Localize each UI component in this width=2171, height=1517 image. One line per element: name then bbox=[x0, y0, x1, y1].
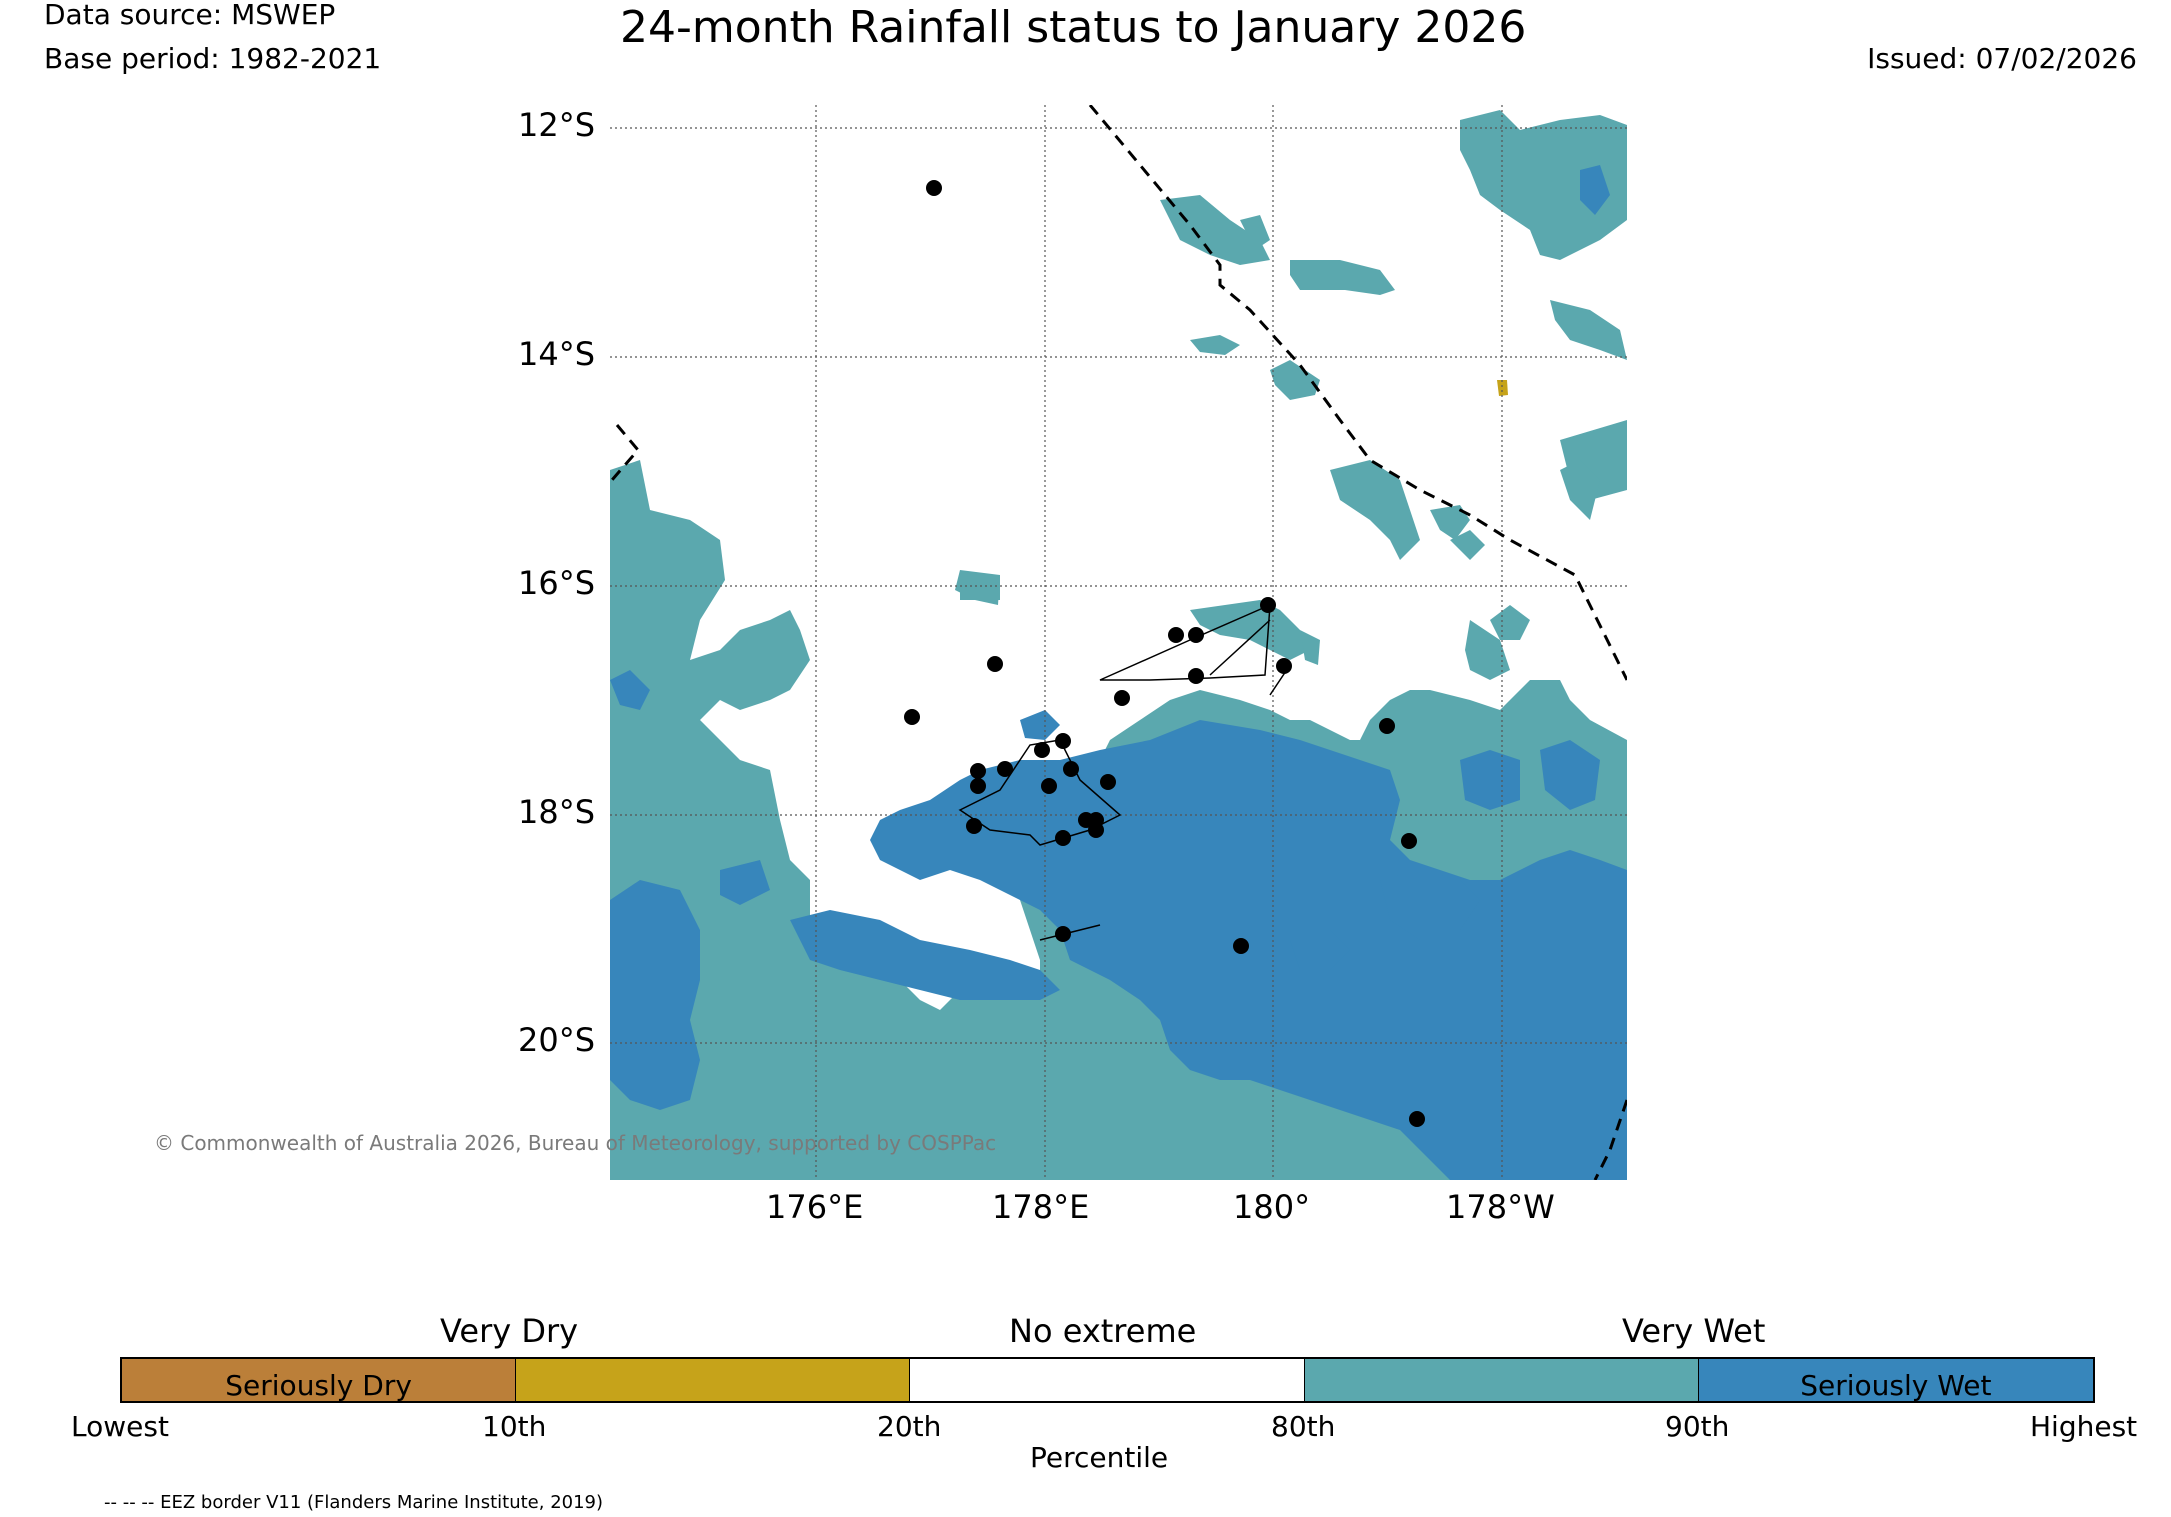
colorbar-seriously-wet-label: Seriously Wet bbox=[1800, 1369, 1992, 1402]
colorbar-axis-label: Percentile bbox=[1030, 1441, 1169, 1474]
lat-label-12s: 12°S bbox=[518, 106, 596, 144]
colorbar-tick-20th: 20th bbox=[877, 1410, 942, 1443]
lat-label-16s: 16°S bbox=[518, 564, 596, 602]
colorbar-tick-90th: 90th bbox=[1665, 1410, 1730, 1443]
lon-label-176e: 176°E bbox=[766, 1188, 864, 1226]
colorbar-very-wet bbox=[1304, 1359, 1699, 1401]
copyright-notice: © Commonwealth of Australia 2026, Bureau… bbox=[154, 1131, 997, 1155]
legend-very-wet-label: Very Wet bbox=[1622, 1312, 1766, 1350]
legend-no-extreme-label: No extreme bbox=[1009, 1312, 1197, 1350]
rainfall-map bbox=[610, 105, 1627, 1180]
lon-label-180: 180° bbox=[1233, 1188, 1311, 1226]
colorbar-very-dry bbox=[516, 1359, 911, 1401]
colorbar-no-extreme bbox=[910, 1359, 1305, 1401]
colorbar-tick-lowest: Lowest bbox=[71, 1410, 169, 1443]
data-source-label: Data source: MSWEP bbox=[44, 0, 336, 31]
colorbar-seriously-dry: Seriously Dry bbox=[122, 1359, 517, 1402]
lat-label-20s: 20°S bbox=[518, 1021, 596, 1059]
colorbar-seriously-wet: Seriously Wet bbox=[1698, 1359, 2093, 1402]
colorbar-seriously-dry-label: Seriously Dry bbox=[225, 1369, 412, 1402]
colorbar-tick-80th: 80th bbox=[1271, 1410, 1336, 1443]
graticule bbox=[610, 105, 1627, 1180]
base-period-label: Base period: 1982-2021 bbox=[44, 42, 382, 75]
lat-label-18s: 18°S bbox=[518, 793, 596, 831]
lon-label-178w: 178°W bbox=[1446, 1188, 1555, 1226]
eez-border bbox=[610, 105, 1627, 1180]
colorbar-tick-10th: 10th bbox=[482, 1410, 547, 1443]
colorbar-tick-highest: Highest bbox=[2030, 1410, 2138, 1443]
station-markers bbox=[904, 180, 1425, 1127]
issued-date: Issued: 07/02/2026 bbox=[1867, 42, 2137, 75]
eez-border-note: -- -- -- EEZ border V11 (Flanders Marine… bbox=[104, 1492, 604, 1513]
map-title: 24-month Rainfall status to January 2026 bbox=[620, 2, 1527, 53]
lon-label-178e: 178°E bbox=[992, 1188, 1090, 1226]
very-dry-region bbox=[1497, 380, 1508, 396]
colorbar: Seriously Dry Seriously Wet bbox=[120, 1357, 2095, 1403]
legend-very-dry-label: Very Dry bbox=[440, 1312, 579, 1350]
lat-label-14s: 14°S bbox=[518, 335, 596, 373]
